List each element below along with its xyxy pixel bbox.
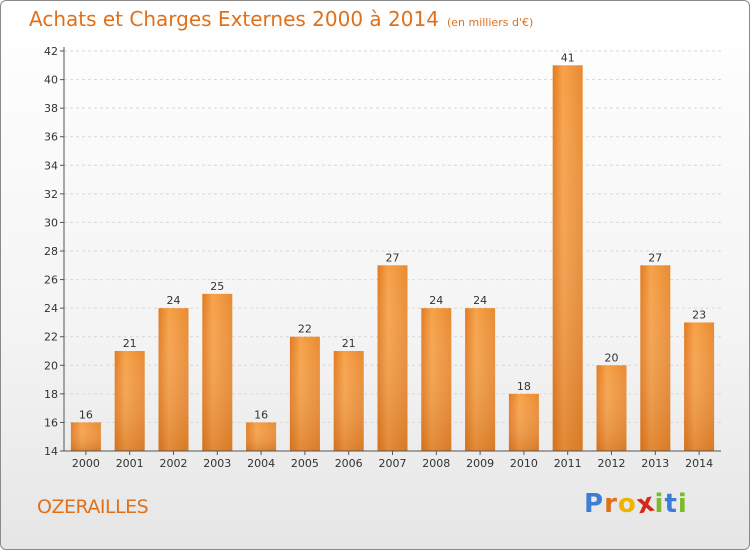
logo-letter: t (664, 489, 678, 519)
bar-value-label: 27 (386, 251, 400, 264)
bar-value-label: 18 (517, 380, 531, 393)
x-tick-label: 2009 (466, 457, 494, 470)
x-tick-label: 2005 (291, 457, 319, 470)
y-tick-label: 40 (44, 74, 58, 87)
logo-letter: o (617, 489, 637, 519)
bar-shade (377, 265, 408, 451)
bar-value-label: 22 (298, 323, 312, 336)
bars-layer: 16 21 24 25 16 22 21 27 24 24 18 41 20 27 23 (70, 51, 715, 452)
bar-shade (596, 365, 627, 451)
axis-layer: 14 16 18 20 22 24 26 28 30 32 34 36 38 40 42 2000 2001 20… (44, 45, 721, 470)
commune-name: OZERAILLES (37, 496, 149, 518)
y-tick-label: 16 (44, 416, 58, 429)
bar-value-label: 23 (692, 308, 706, 321)
y-tick-label: 36 (44, 131, 58, 144)
y-tick-label: 28 (44, 245, 58, 258)
y-tick-label: 30 (44, 216, 58, 229)
bar-shade (684, 322, 715, 451)
title-row: Achats et Charges Externes 2000 à 2014 (e… (29, 7, 533, 31)
bar-value-label: 24 (429, 294, 443, 307)
bar-value-label: 21 (342, 337, 356, 350)
chart-subtitle: (en milliers d'€) (446, 16, 534, 29)
y-tick-label: 18 (44, 388, 58, 401)
bar-value-label: 16 (254, 408, 268, 421)
x-tick-label: 2010 (510, 457, 538, 470)
bar-shade (158, 308, 189, 451)
bar-shade (465, 308, 496, 451)
bar-shade (640, 265, 671, 451)
bar-shade (333, 351, 364, 451)
bar-shade (508, 393, 539, 451)
x-tick-label: 2007 (379, 457, 407, 470)
bar-shade (289, 336, 320, 451)
y-tick-label: 20 (44, 359, 58, 372)
bar-value-label: 25 (210, 280, 224, 293)
bar-shade (421, 308, 452, 451)
x-tick-label: 2000 (72, 457, 100, 470)
y-tick-label: 32 (44, 188, 58, 201)
bar-value-label: 16 (79, 408, 93, 421)
x-tick-label: 2014 (685, 457, 713, 470)
y-tick-label: 38 (44, 102, 58, 115)
logo-letter: i (654, 489, 665, 519)
bar-value-label: 20 (605, 351, 619, 364)
y-tick-label: 22 (44, 331, 58, 344)
bar-shade (70, 422, 101, 451)
bar-value-label: 24 (473, 294, 487, 307)
y-tick-label: 34 (44, 159, 58, 172)
bar-shade (552, 65, 583, 452)
x-tick-label: 2001 (116, 457, 144, 470)
x-tick-label: 2012 (598, 457, 626, 470)
x-tick-label: 2008 (422, 457, 450, 470)
bar-value-label: 24 (167, 294, 181, 307)
logo-letter: r (604, 489, 618, 519)
logo-letter: P (584, 489, 605, 519)
bar-shade (114, 351, 145, 451)
proxiti-logo: Proxiti (584, 487, 688, 520)
x-tick-label: 2011 (554, 457, 582, 470)
y-tick-label: 14 (44, 445, 58, 458)
bar-value-label: 27 (648, 251, 662, 264)
y-tick-label: 26 (44, 274, 58, 287)
x-tick-label: 2004 (247, 457, 275, 470)
y-tick-label: 42 (44, 45, 58, 58)
y-tick-label: 24 (44, 302, 58, 315)
x-tick-label: 2002 (160, 457, 188, 470)
bar-value-label: 21 (123, 337, 137, 350)
bar-shade (202, 293, 233, 451)
logo-letter: i (677, 489, 688, 519)
bar-value-label: 41 (561, 51, 575, 64)
bar-shade (246, 422, 277, 451)
x-tick-label: 2006 (335, 457, 363, 470)
x-tick-label: 2003 (203, 457, 231, 470)
chart-title: Achats et Charges Externes 2000 à 2014 (29, 7, 439, 31)
x-tick-label: 2013 (641, 457, 669, 470)
